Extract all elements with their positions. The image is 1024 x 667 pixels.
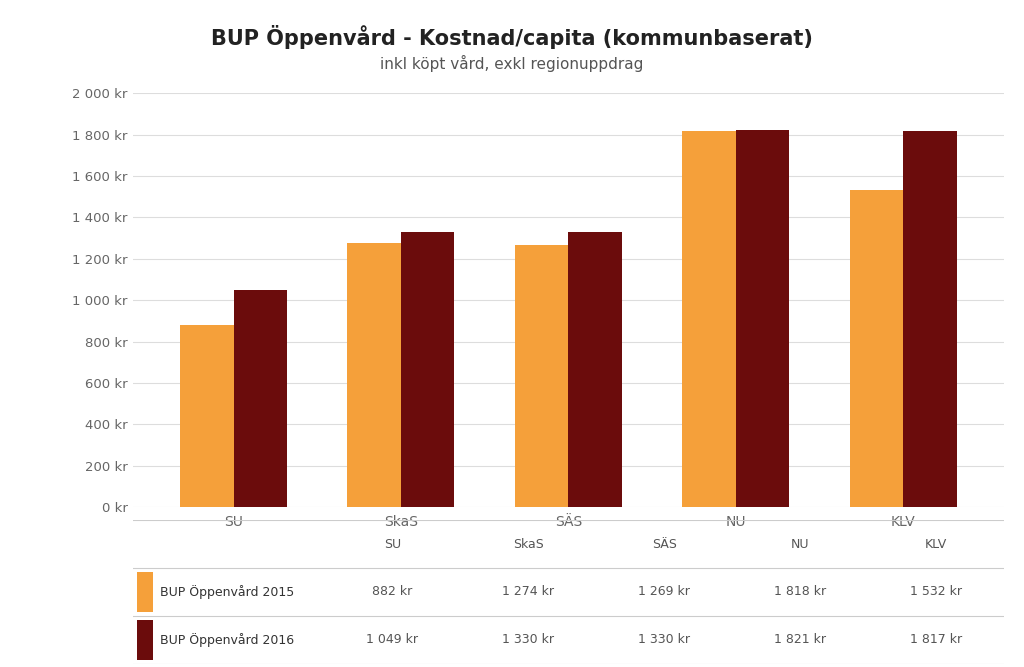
Bar [347, 243, 401, 507]
Text: inkl köpt vård, exkl regionuppdrag: inkl köpt vård, exkl regionuppdrag [380, 55, 644, 72]
Text: 1 821 kr: 1 821 kr [774, 633, 825, 646]
Bar [735, 130, 790, 507]
Text: BUP Öppenvård 2016: BUP Öppenvård 2016 [160, 633, 294, 647]
Bar [401, 232, 455, 507]
Text: 882 kr: 882 kr [373, 586, 413, 598]
Text: 1 818 kr: 1 818 kr [774, 586, 826, 598]
Text: KLV: KLV [925, 538, 947, 551]
Bar [233, 290, 287, 507]
Text: BUP Öppenvård 2015: BUP Öppenvård 2015 [160, 585, 294, 599]
Bar [515, 245, 568, 507]
Text: 1 269 kr: 1 269 kr [638, 586, 690, 598]
Bar [137, 620, 154, 660]
Text: 1 817 kr: 1 817 kr [909, 633, 962, 646]
Bar [568, 232, 622, 507]
Bar [850, 190, 903, 507]
Text: BUP Öppenvård - Kostnad/capita (kommunbaserat): BUP Öppenvård - Kostnad/capita (kommunba… [211, 25, 813, 49]
Text: SU: SU [384, 538, 401, 551]
Text: 1 274 kr: 1 274 kr [503, 586, 554, 598]
Text: 1 532 kr: 1 532 kr [909, 586, 962, 598]
Bar [180, 325, 233, 507]
Bar [137, 572, 154, 612]
Text: 1 330 kr: 1 330 kr [503, 633, 554, 646]
Text: 1 330 kr: 1 330 kr [638, 633, 690, 646]
Text: 1 049 kr: 1 049 kr [367, 633, 419, 646]
Text: NU: NU [791, 538, 809, 551]
Text: SÄS: SÄS [651, 538, 677, 551]
Text: SkaS: SkaS [513, 538, 544, 551]
Bar [682, 131, 735, 507]
Bar [903, 131, 956, 507]
